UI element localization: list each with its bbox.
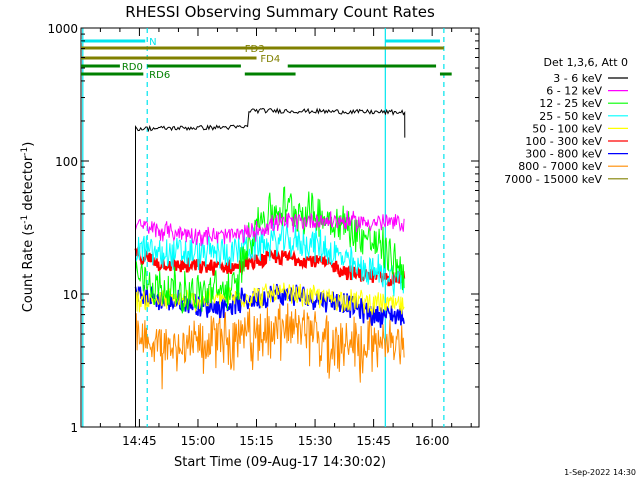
legend-label-8: 7000 - 15000 keV: [504, 173, 602, 186]
legend-label-4: 50 - 100 keV: [532, 122, 602, 135]
chart-title: RHESSI Observing Summary Count Rates: [125, 3, 435, 21]
x-tick-label-1: 15:00: [181, 434, 216, 448]
y-axis-label-sup2: -1: [20, 147, 30, 156]
flag-bar-label-rd0: RD0: [122, 62, 143, 73]
legend-label-3: 25 - 50 keV: [539, 110, 602, 123]
y-tick-label-0: 1: [70, 421, 78, 435]
y-axis-label-part2: detector: [21, 155, 36, 215]
legend-header: Det 1,3,6, Att 0: [544, 56, 628, 69]
flag-bar-label-n: N: [149, 37, 156, 48]
legend-label-0: 3 - 6 keV: [553, 72, 602, 85]
x-tick-label-5: 16:00: [415, 434, 450, 448]
flag-bar-label-rd6: RD6: [149, 70, 170, 81]
x-tick-label-2: 15:15: [239, 434, 274, 448]
y-tick-label-3: 1000: [47, 22, 78, 36]
flag-bar-label-fd3: FD3: [245, 44, 265, 55]
y-axis-label-sup1: -1: [20, 215, 30, 224]
series-line-0: [135, 107, 406, 427]
y-tick-label-1: 10: [63, 288, 78, 302]
series-line-1: [135, 210, 405, 247]
legend-label-2: 12 - 25 keV: [539, 97, 602, 110]
series-line-4: [135, 282, 405, 315]
legend-label-6: 300 - 800 keV: [525, 148, 602, 161]
legend-label-1: 6 - 12 keV: [546, 85, 602, 98]
series-line-3: [135, 222, 405, 297]
y-tick-label-2: 100: [55, 155, 78, 169]
y-axis-label-part3: ): [21, 142, 36, 147]
x-axis-label: Start Time (09-Aug-17 14:30:02): [174, 455, 386, 470]
x-tick-label-4: 15:45: [356, 434, 391, 448]
legend-label-5: 100 - 300 keV: [525, 135, 602, 148]
x-tick-label-3: 15:30: [298, 434, 333, 448]
series-line-2: [135, 186, 405, 314]
series-layer: [134, 107, 406, 427]
x-axis: 14:45 15:00 15:15 15:30 15:45 16:00: [99, 28, 472, 448]
y-axis-label: Count Rate (s-1 detector-1): [20, 142, 36, 313]
x-tick-label-0: 14:45: [122, 434, 157, 448]
plot-frame: [80, 27, 480, 428]
y-axis-label-part1: Count Rate (s: [21, 224, 36, 313]
flag-bar-label-fd4: FD4: [260, 54, 280, 65]
series-line-7: [135, 303, 405, 390]
y-axis: 1 10 100 1000: [47, 22, 479, 435]
legend-label-7: 800 - 7000 keV: [518, 160, 602, 173]
timestamp: 1-Sep-2022 14:30: [564, 468, 636, 477]
vertical-lines: [82, 28, 445, 427]
